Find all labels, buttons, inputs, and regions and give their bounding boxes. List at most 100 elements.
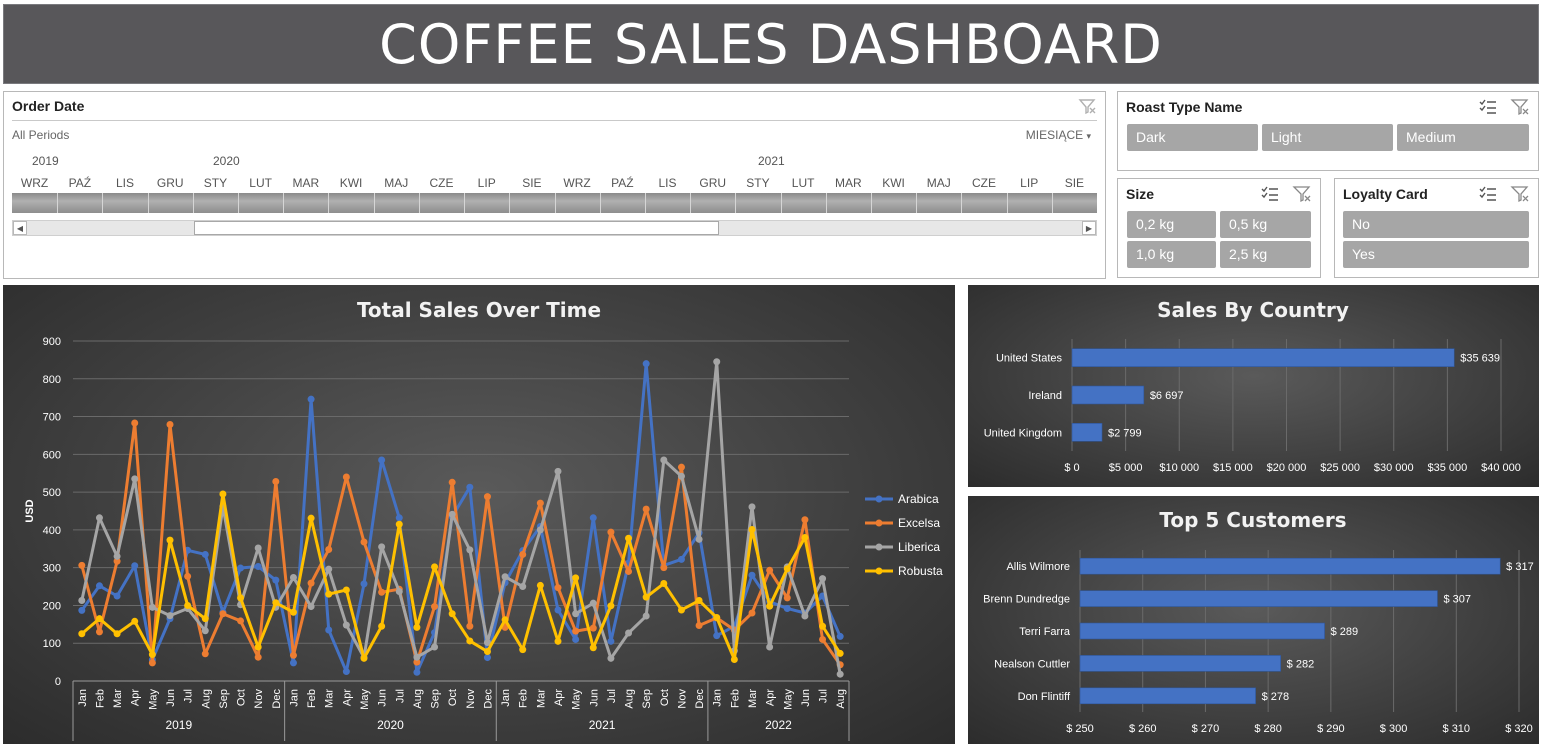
timeline-month[interactable]: LIP xyxy=(477,176,496,190)
year-label: 2019 xyxy=(165,718,192,732)
timeline-month[interactable]: KWI xyxy=(339,176,363,190)
data-point xyxy=(766,643,774,651)
category-label: Terri Farra xyxy=(1019,626,1071,638)
timeline-month[interactable]: GRU xyxy=(156,176,184,190)
timeline-tick xyxy=(464,193,466,213)
clear-filter-icon[interactable] xyxy=(1077,97,1097,115)
x-tick-label: $ 250 xyxy=(1066,723,1094,735)
timeline-month[interactable]: STY xyxy=(203,176,228,190)
data-point xyxy=(589,599,597,607)
data-point xyxy=(677,606,685,614)
x-tick-label: $35 000 xyxy=(1427,462,1467,474)
data-point xyxy=(289,573,297,581)
data-point xyxy=(113,552,121,560)
timeline-month[interactable]: LIS xyxy=(116,176,135,190)
bar xyxy=(1071,423,1103,442)
x-tick-label: $5 000 xyxy=(1109,462,1143,474)
data-point xyxy=(413,653,421,661)
multi-select-icon[interactable] xyxy=(1478,185,1498,203)
size-item-0-5kg[interactable]: 0,5 kg xyxy=(1220,211,1311,238)
data-point xyxy=(501,616,509,624)
data-point xyxy=(431,563,439,571)
data-point xyxy=(748,571,756,579)
data-point xyxy=(466,546,474,554)
clear-filter-icon[interactable] xyxy=(1292,185,1312,203)
x-tick-label: $25 000 xyxy=(1320,462,1360,474)
x-tick-label: Jul xyxy=(183,689,195,703)
timeline-month[interactable]: MAJ xyxy=(926,176,951,190)
x-tick-label: $40 000 xyxy=(1481,462,1521,474)
multi-select-icon[interactable] xyxy=(1260,185,1280,203)
y-tick-label: 300 xyxy=(43,563,61,575)
x-tick-label: Nov xyxy=(676,689,688,709)
data-point xyxy=(95,582,103,590)
size-item-2-5kg[interactable]: 2,5 kg xyxy=(1220,241,1311,268)
clear-filter-icon[interactable] xyxy=(1510,98,1530,116)
chart-title: Top 5 Customers xyxy=(1159,508,1346,532)
timeline-month[interactable]: CZE xyxy=(429,176,454,190)
scroll-left-icon[interactable]: ◀ xyxy=(13,221,27,235)
data-point xyxy=(272,478,280,486)
timeline-month[interactable]: MAJ xyxy=(384,176,409,190)
timeline-month[interactable]: LIP xyxy=(1020,176,1039,190)
data-point xyxy=(625,534,633,542)
timeline-month[interactable]: PAŹ xyxy=(611,176,634,190)
data-point xyxy=(201,615,209,623)
x-tick-label: $ 270 xyxy=(1192,723,1220,735)
roast-item-dark[interactable]: Dark xyxy=(1127,124,1258,151)
timeline-month[interactable]: LUT xyxy=(791,176,815,190)
timeline-month[interactable]: WRZ xyxy=(20,176,49,190)
data-point xyxy=(201,550,209,558)
timeline-month[interactable]: LIS xyxy=(658,176,677,190)
timeline-month[interactable]: GRU xyxy=(699,176,727,190)
timeline-month[interactable]: CZE xyxy=(971,176,996,190)
multi-select-icon[interactable] xyxy=(1478,98,1498,116)
timeline-tick xyxy=(644,193,646,213)
data-point xyxy=(448,478,456,486)
timeline-month[interactable]: WRZ xyxy=(563,176,591,190)
data-point xyxy=(342,586,350,594)
data-label: $2 799 xyxy=(1108,427,1142,439)
timeline-month[interactable]: MAR xyxy=(835,176,862,190)
timeline-month[interactable]: PAŹ xyxy=(68,176,92,190)
roast-item-medium[interactable]: Medium xyxy=(1397,124,1529,151)
x-tick-label: Sep xyxy=(218,689,230,709)
loyalty-item-no[interactable]: No xyxy=(1343,211,1529,238)
x-tick-label: $30 000 xyxy=(1374,462,1414,474)
timeline-month[interactable]: SIE xyxy=(1064,176,1085,190)
legend-marker xyxy=(875,543,883,551)
timeline-month[interactable]: MAR xyxy=(292,176,320,190)
x-tick-label: Oct xyxy=(659,689,671,706)
clear-filter-icon[interactable] xyxy=(1510,185,1530,203)
timeline-tick xyxy=(283,193,285,213)
timeline-month[interactable]: SIE xyxy=(522,176,542,190)
data-point xyxy=(395,520,403,528)
data-point xyxy=(625,629,633,637)
x-tick-label: $ 310 xyxy=(1443,723,1471,735)
scroll-right-icon[interactable]: ▶ xyxy=(1082,221,1096,235)
roast-item-light[interactable]: Light xyxy=(1262,124,1393,151)
x-tick-label: Jul xyxy=(606,689,618,703)
size-slicer-header: Size xyxy=(1126,186,1155,202)
timeline-level-dropdown[interactable]: MIESIĄCE ▾ xyxy=(1025,128,1091,142)
data-point xyxy=(237,564,245,572)
size-item-0-2kg[interactable]: 0,2 kg xyxy=(1127,211,1216,238)
timeline-month[interactable]: LUT xyxy=(249,176,272,190)
data-point xyxy=(625,567,633,575)
category-label: Nealson Cuttler xyxy=(994,658,1070,670)
timeline-month[interactable]: KWI xyxy=(882,176,905,190)
timeline-month[interactable]: STY xyxy=(746,176,770,190)
data-point xyxy=(413,658,421,666)
data-label: $35 639 xyxy=(1460,353,1500,365)
data-point xyxy=(519,646,527,654)
data-point xyxy=(289,608,297,616)
timeline-tick xyxy=(870,193,872,213)
timeline-scroll-thumb[interactable] xyxy=(194,221,719,235)
loyalty-slicer-header: Loyalty Card xyxy=(1343,186,1428,202)
size-item-1-0kg[interactable]: 1,0 kg xyxy=(1127,241,1216,268)
data-point xyxy=(395,514,403,522)
data-point xyxy=(342,621,350,629)
loyalty-item-yes[interactable]: Yes xyxy=(1343,241,1529,268)
x-tick-label: Aug xyxy=(624,689,636,709)
timeline-scrollbar[interactable]: ◀ ▶ xyxy=(12,220,1097,236)
